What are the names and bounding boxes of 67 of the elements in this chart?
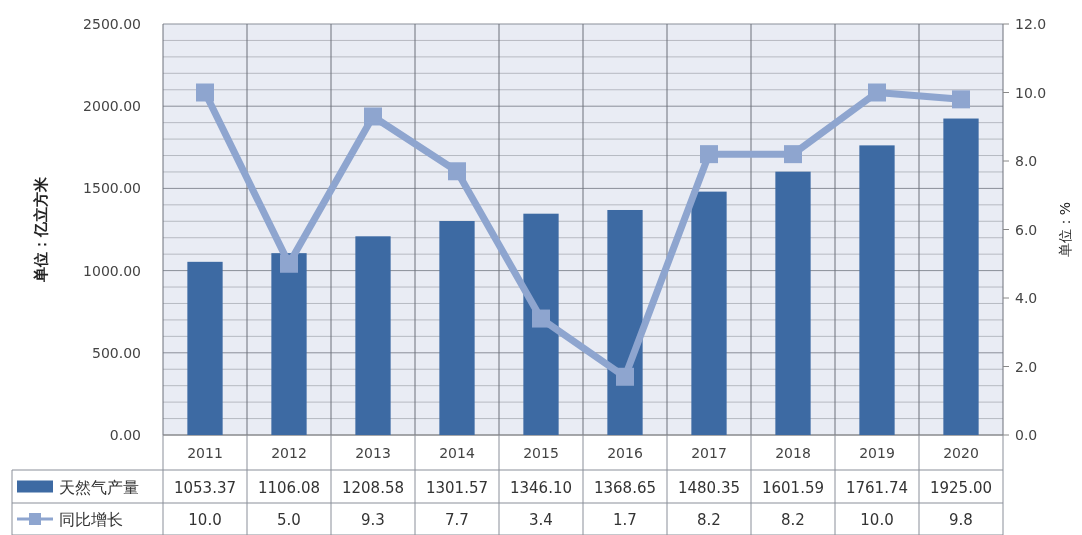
bar [943, 118, 979, 435]
point [196, 83, 214, 102]
x-tick-label: 2016 [607, 445, 643, 461]
point [784, 145, 802, 164]
y2-tick-label: 6.0 [1015, 221, 1038, 238]
point [700, 145, 718, 164]
data-label: 1480.35 [677, 478, 741, 497]
data-label: 9.8 [949, 511, 973, 529]
data-label: 1.7 [613, 511, 637, 529]
y-tick-label: 0.00 [109, 427, 141, 443]
bar [439, 221, 475, 435]
y-tick-label: 1000.00 [83, 262, 141, 279]
x-tick-label: 2018 [775, 445, 811, 461]
y2-tick-label: 10.0 [1015, 84, 1047, 101]
bar [775, 171, 811, 435]
y-tick-label: 2500.00 [83, 16, 141, 32]
x-tick-label: 2017 [691, 445, 727, 461]
y2-tick-label: 12.0 [1015, 16, 1047, 32]
y2-tick-label: 4.0 [1015, 290, 1038, 306]
data-label: 7.7 [445, 511, 469, 529]
legend-label: 天然气产量 [59, 477, 139, 497]
x-tick-label: 2011 [187, 445, 223, 461]
y-axis-title: 单位：亿立方米 [32, 176, 50, 283]
point [868, 83, 886, 102]
bar [523, 213, 559, 435]
data-label: 5.0 [277, 511, 301, 529]
data-label: 10.0 [188, 511, 222, 529]
data-label: 1208.58 [341, 478, 405, 497]
data-label: 1761.74 [845, 478, 909, 497]
point [280, 254, 298, 273]
x-tick-label: 2014 [439, 445, 475, 461]
data-label: 1346.10 [509, 478, 573, 497]
point [952, 90, 970, 109]
x-tick-label: 2015 [523, 445, 559, 461]
data-label: 8.2 [697, 511, 721, 529]
x-tick-label: 2020 [943, 445, 979, 461]
data-label: 1301.57 [425, 478, 489, 497]
data-label: 8.2 [781, 511, 805, 529]
bar [355, 236, 391, 435]
y2-tick-label: 2.0 [1015, 358, 1038, 375]
data-label: 3.4 [529, 511, 553, 529]
point [616, 367, 634, 386]
data-label: 1368.65 [593, 478, 657, 497]
data-label: 1925.00 [929, 478, 993, 497]
data-label: 10.0 [860, 511, 894, 529]
bar [607, 209, 643, 435]
point [532, 309, 550, 328]
data-label: 9.3 [361, 511, 385, 529]
data-label: 1106.08 [257, 478, 321, 497]
bar [187, 261, 223, 435]
bar [271, 253, 307, 435]
y2-axis-title: 单位：% [1057, 201, 1073, 258]
y-tick-label: 2000.00 [83, 98, 141, 115]
point [364, 107, 382, 126]
x-tick-label: 2012 [271, 445, 307, 461]
x-tick-label: 2019 [859, 445, 895, 461]
y2-tick-label: 0.0 [1015, 427, 1038, 443]
y2-tick-label: 8.0 [1015, 153, 1038, 169]
legend-label: 同比增长 [59, 510, 123, 529]
data-label: 1053.37 [173, 478, 237, 497]
bar [859, 145, 895, 435]
data-label: 1601.59 [761, 478, 825, 497]
point [448, 162, 466, 181]
x-tick-label: 2013 [355, 445, 391, 461]
y-tick-label: 500.00 [92, 344, 141, 361]
bar [691, 191, 727, 435]
y-tick-label: 1500.00 [83, 180, 141, 197]
